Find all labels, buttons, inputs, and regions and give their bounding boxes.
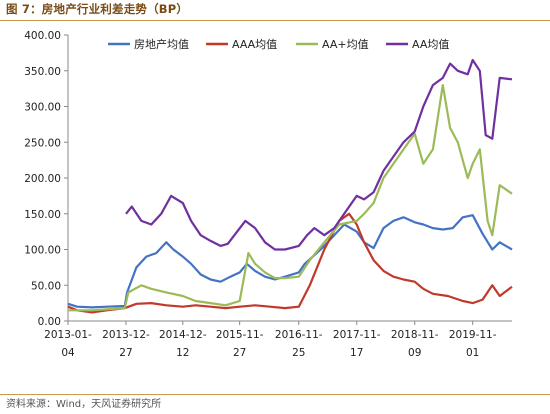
y-tick-label: 50.00 bbox=[31, 280, 61, 292]
legend-label-3: AA+均值 bbox=[322, 38, 369, 51]
x-tick-label: 2016-11-25 bbox=[275, 329, 323, 359]
y-tick-label: 200.00 bbox=[24, 173, 61, 185]
legend: 房地产均值 AAA均值 AA+均值 AA均值 bbox=[108, 37, 449, 51]
x-tick-label: 2013-12-27 bbox=[102, 329, 150, 359]
x-tick-label: 2015-11-27 bbox=[216, 329, 264, 359]
series-line-3 bbox=[68, 84, 513, 312]
y-tick-label: 400.00 bbox=[24, 30, 61, 42]
y-tick-label: 150.00 bbox=[24, 209, 61, 221]
x-tick-label: 2019-11-01 bbox=[449, 329, 497, 359]
axes: 0.00 50.00 100.00 150.00 200.00 250.00 300.00 3… bbox=[24, 30, 512, 359]
x-tick-label: 2017-11-17 bbox=[333, 329, 381, 359]
x-tick-label: 2014-12-12 bbox=[159, 329, 207, 359]
y-tick-label: 350.00 bbox=[24, 66, 61, 78]
legend-label-4: AA均值 bbox=[412, 38, 449, 51]
series-line-4 bbox=[125, 58, 513, 251]
y-tick-label: 300.00 bbox=[24, 102, 61, 114]
source-note: 资料来源：Wind，天风证券研究所 bbox=[6, 399, 162, 410]
source-rule bbox=[0, 394, 550, 395]
series-line-1 bbox=[67, 214, 513, 309]
series-line-2 bbox=[67, 212, 513, 314]
x-tick-label: 2018-11-09 bbox=[391, 329, 439, 359]
legend-label-1: 房地产均值 bbox=[134, 37, 189, 51]
figure-title: 图 7：房地产行业利差走势（BP） bbox=[6, 2, 189, 16]
x-tick-label: 2013-01-04 bbox=[44, 329, 92, 359]
spread-line-chart: 房地产均值 AAA均值 AA+均值 AA均值 0.00 50.00 100.00 150.0… bbox=[24, 30, 513, 359]
legend-label-2: AAA均值 bbox=[232, 38, 277, 51]
y-tick-label: 250.00 bbox=[24, 137, 61, 149]
series-group bbox=[67, 58, 513, 314]
y-tick-label: 100.00 bbox=[24, 245, 61, 257]
title-rule bbox=[0, 20, 550, 21]
y-tick-label: 0.00 bbox=[38, 316, 61, 328]
